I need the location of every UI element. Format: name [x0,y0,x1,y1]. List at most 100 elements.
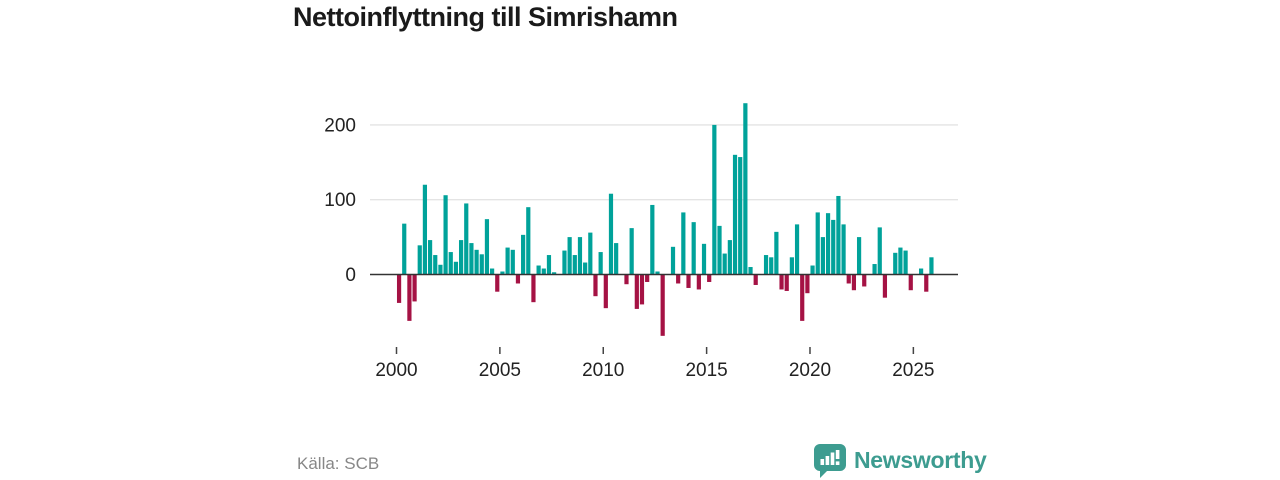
bar-2013-Q2 [670,246,676,275]
bar-2013-Q4 [681,212,686,275]
bar-2000-Q4 [412,274,417,302]
bar-2018-Q1 [769,257,774,275]
bar-2024-Q4 [908,274,913,291]
bar-2017-Q1 [748,267,753,275]
bar-2007-Q2 [546,255,552,275]
bar-2022-Q1 [851,274,857,291]
newsworthy-logo-icon [814,444,846,478]
bar-2021-Q1 [831,219,836,275]
bar-2004-Q3 [490,268,495,275]
bar-2014-Q3 [696,274,701,290]
bar-2000-Q1 [396,274,402,303]
bar-2015-Q2 [712,124,717,275]
bar-2003-Q3 [469,243,474,275]
bar-2004-Q1 [479,254,484,275]
bar-2002-Q1 [438,264,443,275]
bar-2001-Q1 [417,245,422,275]
bar-2006-Q1 [521,234,526,275]
bar-2001-Q4 [433,255,438,275]
bar-2011-Q1 [624,274,629,285]
bar-2011-Q4 [639,274,645,305]
y-tick-label-100: 100 [324,190,356,211]
bar-2019-Q2 [794,224,800,275]
y-tick-label-0: 0 [345,265,356,286]
bar-2005-Q4 [515,274,521,284]
bar-2009-Q2 [588,232,593,275]
bar-2005-Q1 [500,271,505,275]
bar-2013-Q3 [676,274,681,284]
bar-2008-Q2 [567,237,572,275]
bar-2024-Q3 [903,250,908,275]
bar-2008-Q4 [577,237,583,275]
bar-2023-Q3 [882,274,888,298]
bar-2022-Q2 [856,237,862,275]
bar-2016-Q3 [738,157,743,275]
bar-2010-Q3 [614,243,619,275]
bar-2001-Q3 [427,240,433,275]
bar-2021-Q3 [841,224,846,275]
bar-2021-Q4 [846,274,851,284]
bar-2011-Q3 [634,274,639,309]
bar-2003-Q1 [458,240,464,275]
bar-2020-Q4 [825,213,831,275]
bar-2014-Q4 [701,243,707,275]
bar-2024-Q1 [893,252,898,275]
bar-2009-Q4 [598,252,603,275]
bar-2001-Q2 [422,184,428,275]
bar-2010-Q1 [603,274,608,309]
net-migration-bar-chart: 0 100 200 2000 2005 2010 2015 2020 2025 [324,103,958,381]
bar-2017-Q4 [763,255,769,275]
bar-2024-Q2 [898,247,903,275]
bar-2019-Q3 [800,274,805,321]
bar-2014-Q1 [686,274,691,288]
bar-2021-Q2 [836,195,841,275]
bar-2007-Q1 [541,268,546,275]
bar-2006-Q4 [536,265,541,275]
source-note: Källa: SCB [297,454,380,473]
bar-2020-Q2 [815,212,820,275]
bar-2016-Q1 [727,240,732,275]
logo-bubble-shape [814,444,846,478]
chart-title: Nettoinflyttning till Simrishamn [293,2,678,32]
bar-2015-Q3 [717,225,722,275]
bar-2020-Q1 [810,265,815,275]
bar-2023-Q1 [872,264,877,275]
bar-2015-Q4 [722,253,727,275]
bar-2003-Q2 [464,203,469,275]
bar-2014-Q2 [691,222,696,275]
x-tick-label-2005: 2005 [479,360,521,381]
x-tick-label-2025: 2025 [892,360,934,381]
bar-2005-Q3 [510,249,515,275]
bar-2012-Q2 [650,204,655,275]
x-tick-label-2015: 2015 [685,360,727,381]
bar-2020-Q3 [820,237,825,275]
bar-2009-Q3 [593,274,598,297]
bar-2007-Q3 [552,272,557,275]
bar-2016-Q4 [743,103,748,275]
bar-2025-Q4 [929,257,934,275]
bar-2005-Q2 [505,247,510,275]
bar-2008-Q3 [572,255,577,275]
bar-2008-Q1 [562,250,567,275]
bar-2019-Q1 [789,257,794,275]
newsworthy-logo: Newsworthy [813,443,987,478]
bar-2004-Q2 [484,219,490,275]
bar-2018-Q2 [774,231,779,275]
bar-2012-Q1 [645,274,650,282]
bar-2006-Q3 [531,274,536,303]
bar-2006-Q2 [526,207,531,275]
bar-2019-Q4 [805,274,810,294]
bar-2012-Q4 [660,274,665,336]
y-tick-label-200: 200 [324,115,356,136]
bar-2004-Q4 [495,274,500,292]
bar-2003-Q4 [474,249,479,275]
bar-2018-Q4 [784,274,789,291]
bar-2009-Q1 [583,262,588,275]
bar-2002-Q3 [448,252,453,275]
bar-2012-Q3 [655,271,660,275]
bar-2025-Q2 [919,268,924,275]
bar-2022-Q3 [862,274,867,287]
newsworthy-logo-text: Newsworthy [854,447,987,473]
bar-2002-Q2 [443,195,448,275]
